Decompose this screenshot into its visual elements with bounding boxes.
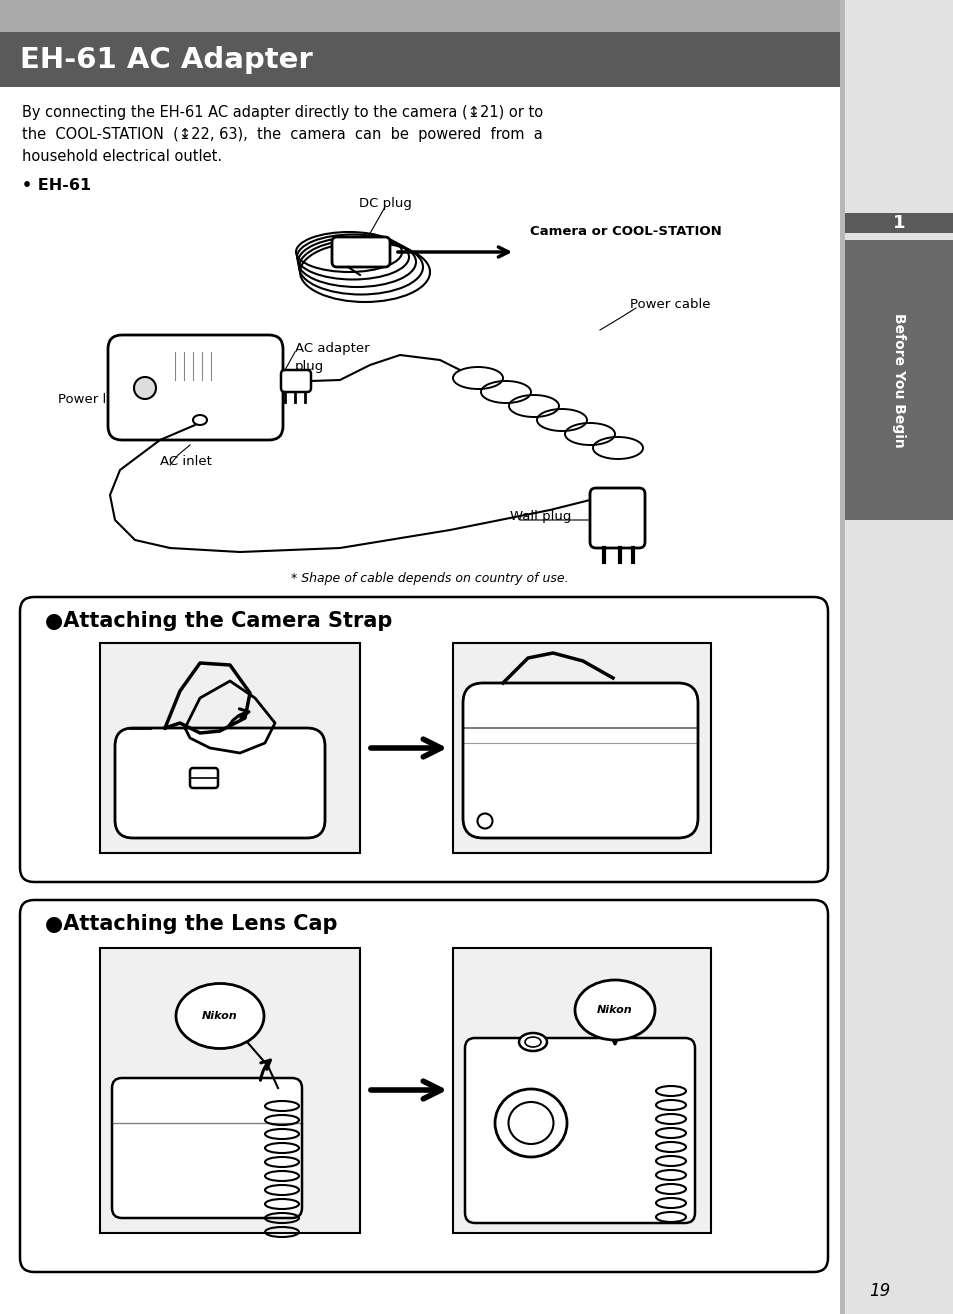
FancyBboxPatch shape (464, 1038, 695, 1223)
Bar (100, 947, 359, 1233)
Ellipse shape (477, 813, 492, 829)
FancyBboxPatch shape (281, 371, 311, 392)
Ellipse shape (524, 1037, 540, 1047)
Text: Nikon: Nikon (202, 1010, 237, 1021)
FancyBboxPatch shape (20, 597, 827, 882)
Text: 1: 1 (892, 214, 904, 233)
Bar (0, 32, 840, 87)
Text: ●Attaching the Lens Cap: ●Attaching the Lens Cap (45, 915, 337, 934)
Text: • EH-61: • EH-61 (22, 177, 91, 193)
Bar (100, 643, 359, 853)
Text: 19: 19 (868, 1282, 890, 1300)
Bar (844, 213, 953, 233)
FancyBboxPatch shape (115, 728, 325, 838)
FancyBboxPatch shape (462, 683, 698, 838)
Text: Before You Begin: Before You Begin (891, 313, 905, 447)
Ellipse shape (518, 1033, 546, 1051)
Ellipse shape (575, 980, 655, 1039)
Text: Camera or COOL-STATION: Camera or COOL-STATION (530, 225, 721, 238)
Bar (0, 0, 840, 32)
FancyBboxPatch shape (589, 487, 644, 548)
Text: household electrical outlet.: household electrical outlet. (22, 148, 222, 164)
Ellipse shape (508, 1102, 553, 1144)
Bar (840, 0, 844, 1314)
Text: Power lamp: Power lamp (58, 393, 135, 406)
Text: the  COOL-STATION  (↨22, 63),  the  camera  can  be  powered  from  a: the COOL-STATION (↨22, 63), the camera c… (22, 127, 542, 142)
Ellipse shape (175, 983, 264, 1049)
Bar (840, 0, 953, 1314)
Ellipse shape (133, 377, 156, 399)
Bar (844, 240, 953, 520)
FancyBboxPatch shape (108, 335, 283, 440)
Text: EH-61 AC Adapter: EH-61 AC Adapter (20, 46, 313, 74)
Text: * Shape of cable depends on country of use.: * Shape of cable depends on country of u… (291, 572, 568, 585)
Text: Wall plug: Wall plug (510, 510, 571, 523)
FancyBboxPatch shape (332, 237, 390, 267)
Text: ●Attaching the Camera Strap: ●Attaching the Camera Strap (45, 611, 392, 631)
Ellipse shape (193, 415, 207, 424)
Text: Nikon: Nikon (597, 1005, 632, 1014)
Text: By connecting the EH-61 AC adapter directly to the camera (↨21) or to: By connecting the EH-61 AC adapter direc… (22, 105, 542, 120)
Text: DC plug: DC plug (358, 197, 411, 210)
FancyBboxPatch shape (20, 900, 827, 1272)
Ellipse shape (495, 1089, 566, 1158)
Text: AC adapter
plug: AC adapter plug (294, 342, 369, 373)
Bar (453, 643, 710, 853)
Bar (453, 947, 710, 1233)
Text: Power cable: Power cable (629, 298, 710, 311)
Text: AC inlet: AC inlet (160, 455, 212, 468)
FancyBboxPatch shape (112, 1077, 302, 1218)
FancyBboxPatch shape (190, 767, 218, 788)
